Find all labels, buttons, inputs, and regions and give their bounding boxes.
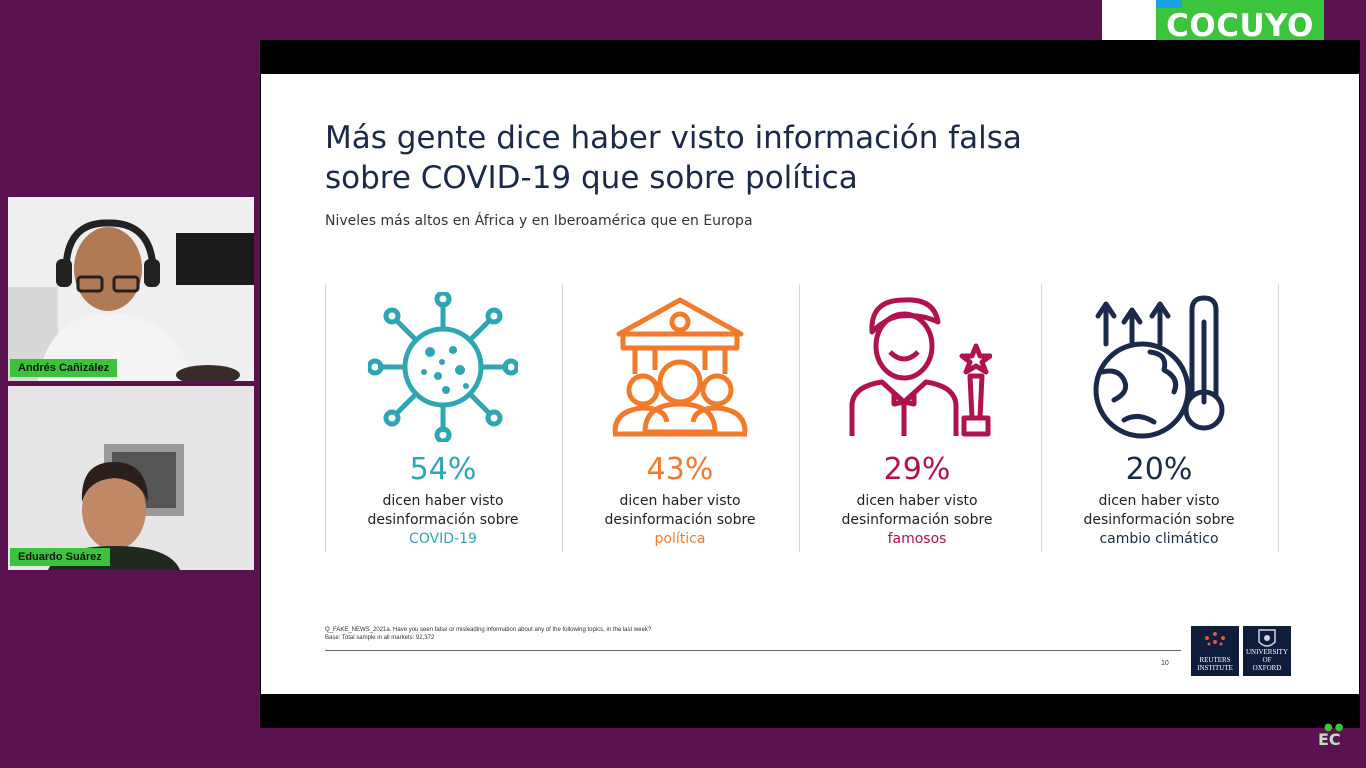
virus-icon <box>368 292 518 442</box>
stat-description-line: dicen haber visto <box>382 493 504 509</box>
logo-label-line: REUTERS <box>1199 656 1231 664</box>
footer-divider <box>325 650 1181 651</box>
stat-description-line: desinformación sobre <box>1083 512 1235 528</box>
stat-percent: 54% <box>409 452 477 487</box>
celebrity-icon <box>849 297 992 437</box>
slide-title-line: sobre COVID-19 que sobre política <box>325 160 858 196</box>
footnote-question: Q_FAKE_NEWS_2021a. Have you seen false o… <box>325 627 652 633</box>
participant-video-image <box>8 197 254 381</box>
stat-percent: 43% <box>646 452 714 487</box>
government-building-icon <box>612 297 748 437</box>
logo-label: UNIVERSITY OF OXFORD <box>1243 648 1291 672</box>
stat-description-line: desinformación sobre <box>367 512 519 528</box>
stat-topic: COVID-19 <box>409 531 477 547</box>
stat-topic: política <box>654 531 706 547</box>
slide-footnote: Q_FAKE_NEWS_2021a. Have you seen false o… <box>325 626 651 642</box>
watermark-logo: ●● EC <box>1318 722 1343 749</box>
stat-description: dicen haber visto desinformación sobre c… <box>1041 492 1277 549</box>
slide-subtitle: Niveles más altos en África y en Iberoam… <box>325 213 753 229</box>
logo-label-line: INSTITUTE <box>1197 664 1233 672</box>
slide-title-line: Más gente dice haber visto información f… <box>325 120 1022 156</box>
watermark-dots: ●● <box>1324 722 1346 733</box>
stat-description-line: dicen haber visto <box>1098 493 1220 509</box>
stat-description-line: desinformación sobre <box>841 512 993 528</box>
stat-description-line: dicen haber visto <box>619 493 741 509</box>
brand-name: COCUYO <box>1166 8 1314 44</box>
participant-name-tag: Andrés Cañizález <box>10 359 118 377</box>
logo-label-line: OXFORD <box>1252 664 1282 672</box>
participant-name-tag: Eduardo Suárez <box>10 548 110 566</box>
stat-card-cambio-climatico: 20% dicen haber visto desinformación sob… <box>1041 284 1279 552</box>
footnote-base: Base: Total sample in all markets: 92,37… <box>325 635 435 641</box>
divider <box>1041 284 1042 552</box>
watermark-text: EC <box>1318 730 1341 749</box>
divider <box>1278 284 1279 552</box>
logo-label: REUTERS INSTITUTE <box>1191 656 1239 672</box>
participant-video-image <box>8 386 254 570</box>
stat-percent: 29% <box>883 452 951 487</box>
stat-description-line: dicen haber visto <box>856 493 978 509</box>
stat-description-line: desinformación sobre <box>604 512 756 528</box>
stat-card-famosos: 29% dicen haber visto desinformación sob… <box>799 284 1035 552</box>
reuters-institute-logo: REUTERS INSTITUTE <box>1191 626 1239 676</box>
presentation-slide: Más gente dice haber visto información f… <box>261 74 1359 694</box>
stat-description: dicen haber visto desinformación sobre p… <box>562 492 798 549</box>
oxford-crest-icon <box>1258 629 1276 647</box>
divider <box>325 284 326 552</box>
logo-label-line: UNIVERSITY OF <box>1246 648 1288 664</box>
participant-video-tile[interactable]: Eduardo Suárez <box>8 386 254 570</box>
stat-percent: 20% <box>1125 452 1193 487</box>
slide-page-number: 10 <box>1161 660 1169 667</box>
slide-title: Más gente dice haber visto información f… <box>325 118 1045 198</box>
stat-card-covid: 54% dicen haber visto desinformación sob… <box>325 284 561 552</box>
divider <box>799 284 800 552</box>
divider <box>562 284 563 552</box>
stat-description: dicen haber visto desinformación sobre f… <box>799 492 1035 549</box>
university-of-oxford-logo: UNIVERSITY OF OXFORD <box>1243 626 1291 676</box>
stat-topic: cambio climático <box>1099 531 1219 547</box>
brand-strip <box>1156 0 1324 42</box>
brand-logo: COCUYO <box>1102 0 1324 44</box>
participant-video-tile[interactable]: Andrés Cañizález <box>8 197 254 381</box>
stat-topic: famosos <box>887 531 947 547</box>
stat-description: dicen haber visto desinformación sobre C… <box>325 492 561 549</box>
reuters-dots-icon <box>1205 632 1225 646</box>
climate-thermometer-icon <box>1093 295 1225 439</box>
stat-card-politica: 43% dicen haber visto desinformación sob… <box>562 284 798 552</box>
